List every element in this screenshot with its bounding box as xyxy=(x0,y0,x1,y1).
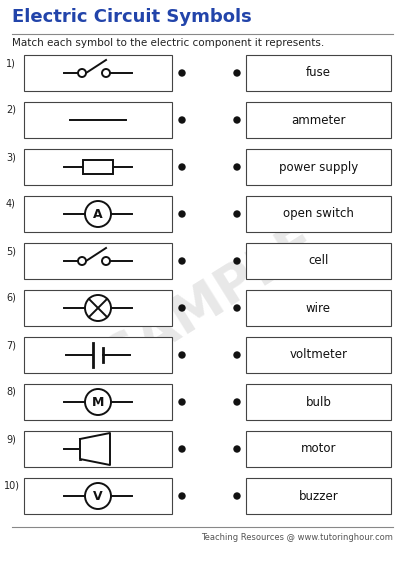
Circle shape xyxy=(179,446,185,452)
Text: M: M xyxy=(92,396,104,409)
Text: 4): 4) xyxy=(6,199,16,209)
Text: fuse: fuse xyxy=(306,67,331,80)
Circle shape xyxy=(179,117,185,123)
Text: 3): 3) xyxy=(6,152,16,162)
Text: 6): 6) xyxy=(6,293,16,303)
Circle shape xyxy=(102,69,110,77)
Circle shape xyxy=(234,352,240,358)
Circle shape xyxy=(179,258,185,264)
Circle shape xyxy=(78,257,86,265)
Text: voltmeter: voltmeter xyxy=(290,348,347,362)
Bar xyxy=(24,478,172,514)
Bar xyxy=(24,384,172,420)
Circle shape xyxy=(102,257,110,265)
Circle shape xyxy=(179,70,185,76)
Text: SAMPLE: SAMPLE xyxy=(95,215,325,386)
Circle shape xyxy=(85,483,111,509)
Circle shape xyxy=(234,446,240,452)
Circle shape xyxy=(179,305,185,311)
Bar xyxy=(246,243,391,279)
Bar xyxy=(246,102,391,138)
Bar xyxy=(24,337,172,373)
Text: 7): 7) xyxy=(6,340,16,350)
Bar xyxy=(246,55,391,91)
Text: wire: wire xyxy=(306,301,331,315)
Circle shape xyxy=(85,201,111,227)
Text: Electric Circuit Symbols: Electric Circuit Symbols xyxy=(12,8,252,26)
Bar xyxy=(24,55,172,91)
Text: 5): 5) xyxy=(6,246,16,256)
Text: open switch: open switch xyxy=(283,207,354,220)
Text: motor: motor xyxy=(301,443,336,456)
Circle shape xyxy=(85,389,111,415)
Text: bulb: bulb xyxy=(305,395,331,409)
Text: Match each symbol to the electric component it represents.: Match each symbol to the electric compon… xyxy=(12,38,324,48)
Bar xyxy=(24,431,172,467)
Circle shape xyxy=(234,164,240,170)
Text: 1): 1) xyxy=(6,58,16,68)
Text: 8): 8) xyxy=(6,387,16,397)
Circle shape xyxy=(179,352,185,358)
Circle shape xyxy=(179,493,185,499)
Bar xyxy=(246,196,391,232)
Bar xyxy=(24,149,172,185)
Circle shape xyxy=(234,117,240,123)
Circle shape xyxy=(85,295,111,321)
Text: Teaching Resources @ www.tutoringhour.com: Teaching Resources @ www.tutoringhour.co… xyxy=(201,533,393,542)
Circle shape xyxy=(179,399,185,405)
Bar xyxy=(83,160,113,174)
Circle shape xyxy=(234,70,240,76)
Circle shape xyxy=(234,305,240,311)
Circle shape xyxy=(234,399,240,405)
Bar xyxy=(246,290,391,326)
Polygon shape xyxy=(80,433,110,465)
Bar xyxy=(246,384,391,420)
Text: 9): 9) xyxy=(6,434,16,444)
Text: cell: cell xyxy=(308,254,329,267)
Text: A: A xyxy=(93,208,103,221)
Bar xyxy=(246,149,391,185)
Text: 2): 2) xyxy=(6,105,16,115)
Bar xyxy=(246,431,391,467)
Circle shape xyxy=(179,164,185,170)
Circle shape xyxy=(234,493,240,499)
Text: buzzer: buzzer xyxy=(298,490,338,502)
Text: ammeter: ammeter xyxy=(291,114,346,126)
Circle shape xyxy=(179,211,185,217)
Circle shape xyxy=(234,211,240,217)
Text: power supply: power supply xyxy=(279,161,358,173)
Text: V: V xyxy=(93,490,103,503)
Circle shape xyxy=(234,258,240,264)
Bar xyxy=(246,337,391,373)
Bar xyxy=(246,478,391,514)
Bar xyxy=(24,243,172,279)
Bar xyxy=(24,102,172,138)
Circle shape xyxy=(78,69,86,77)
Text: 10): 10) xyxy=(4,481,20,491)
Bar xyxy=(24,196,172,232)
Bar xyxy=(24,290,172,326)
